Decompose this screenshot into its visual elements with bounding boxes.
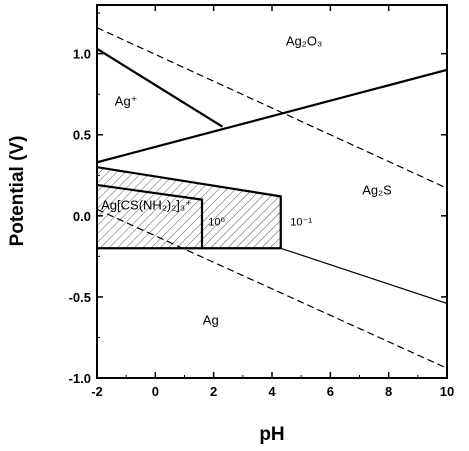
boundary-line-4 [97,68,447,164]
boundary-line-3 [97,47,223,128]
region-label-7: Ag [203,312,219,327]
x-tick-label: 2 [210,384,217,399]
boundary-line-5 [97,166,282,249]
boundary-line-1 [97,27,447,189]
boundary-line-2 [97,208,447,369]
axis-ticks: -2 0 2 4 6 8 10 -1.0 -0.5 0.0 0.5 1.0 [69,5,454,399]
region-label-3: Ag₂S [362,183,392,198]
region-label-4: Ag[CS(NH₂)₂]₃⁺ [101,197,192,212]
region-label-5: 10⁰ [208,217,225,229]
x-tick-label: 10 [440,384,454,399]
x-tick-label: 6 [327,384,334,399]
x-tick-label: 4 [268,384,276,399]
x-tick-label: -2 [91,384,103,399]
region-label-2: Ag⁺ [115,94,138,109]
y-tick-label: 0.5 [73,128,91,143]
y-axis-title: Potential (V) [7,136,28,247]
boundary-line-6 [97,183,204,249]
x-tick-label: 8 [385,384,392,399]
y-tick-label: 1.0 [73,47,91,62]
region-labels: Ag₂O₃ Ag⁺ Ag₂S Ag[CS(NH₂)₂]₃⁺ 10⁰ 10⁻¹ Ag [101,34,392,328]
y-tick-label: -0.5 [69,290,91,305]
shaded-complex-region [97,167,281,249]
region-label-6: 10⁻¹ [290,217,312,229]
y-tick-label: 0.0 [73,209,91,224]
plot-area [97,27,447,369]
x-axis-title: pH [259,424,284,445]
y-tick-label: -1.0 [69,371,91,386]
region-label-1: Ag₂O₃ [286,34,322,49]
x-tick-label: 0 [152,384,159,399]
boundary-line-8 [280,247,447,304]
